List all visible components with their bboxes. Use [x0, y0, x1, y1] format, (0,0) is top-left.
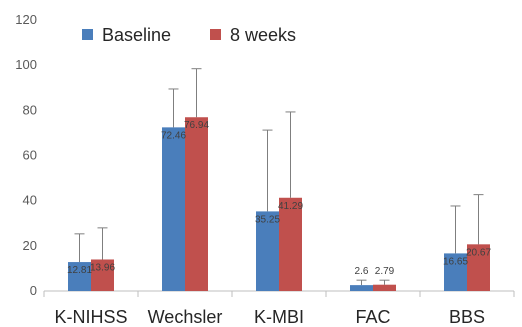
x-tick-label: BBS: [449, 307, 485, 327]
bar: [350, 285, 373, 291]
y-tick-label: 120: [15, 12, 37, 27]
x-tick-label: K-MBI: [254, 307, 304, 327]
legend: Baseline 8 weeks: [82, 25, 296, 45]
data-label: 20.67: [466, 247, 491, 258]
y-tick-label: 40: [23, 193, 37, 208]
bar: [373, 284, 396, 291]
bar: [185, 117, 208, 291]
y-tick-label: 60: [23, 148, 37, 163]
x-tick-label: Wechsler: [148, 307, 223, 327]
x-axis: K-NIHSS Wechsler K-MBI FAC BBS: [43, 290, 515, 327]
bar: [256, 211, 279, 291]
bar: [91, 259, 114, 291]
bar: [279, 197, 302, 291]
data-label: 35.25: [255, 214, 280, 225]
data-label: 12.81: [67, 265, 92, 276]
y-tick-label: 80: [23, 102, 37, 117]
data-label: 2.6: [355, 266, 369, 277]
data-label: 76.94: [184, 120, 209, 131]
y-axis: 0 20 40 60 80 100 120: [15, 12, 37, 298]
x-tick-label: K-NIHSS: [54, 307, 127, 327]
error-bars: [74, 68, 484, 286]
data-label: 13.96: [90, 262, 115, 273]
y-tick-label: 100: [15, 57, 37, 72]
y-tick-label: 0: [30, 283, 37, 298]
data-label: 16.65: [443, 256, 468, 267]
bars: [68, 117, 490, 291]
legend-swatch: [82, 29, 93, 40]
data-label: 41.29: [278, 201, 303, 212]
legend-label: Baseline: [102, 25, 171, 45]
data-label: 72.46: [161, 130, 186, 141]
legend-swatch: [210, 29, 221, 40]
data-label: 2.79: [375, 266, 395, 277]
legend-label: 8 weeks: [230, 25, 296, 45]
bar: [68, 262, 91, 291]
bar: [162, 127, 185, 291]
x-tick-label: FAC: [355, 307, 390, 327]
bar: [467, 244, 490, 291]
bar: [444, 253, 467, 291]
y-tick-label: 20: [23, 238, 37, 253]
